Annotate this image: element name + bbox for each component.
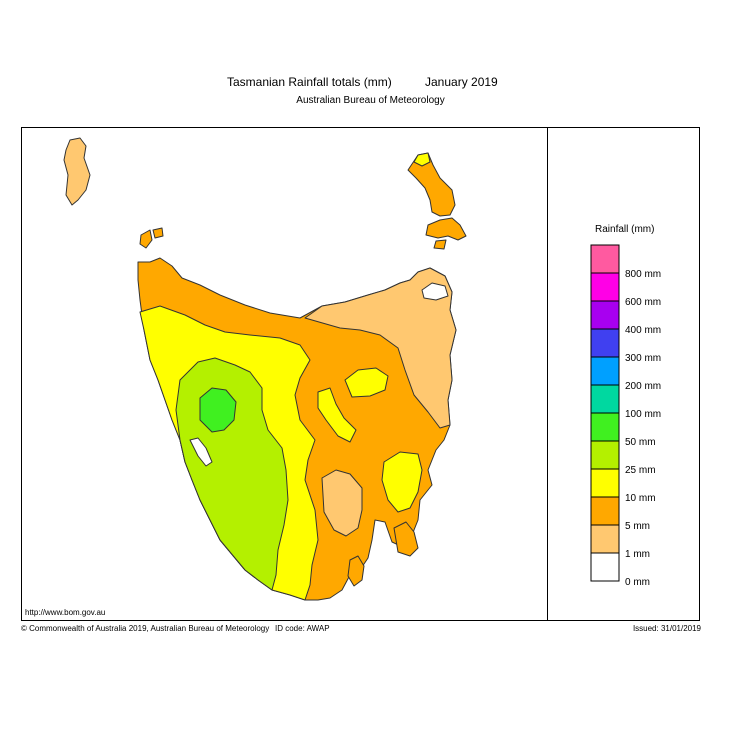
flinders-island xyxy=(407,152,456,217)
legend-label: 0 mm xyxy=(625,577,650,588)
legend-swatch-10-mm xyxy=(590,468,620,498)
legend-label: 200 mm xyxy=(625,381,661,392)
map-title: Tasmanian Rainfall totals (mm) xyxy=(227,75,392,89)
legend-label: 300 mm xyxy=(625,353,661,364)
cape-barren-island xyxy=(425,217,467,241)
legend-swatch-400-mm xyxy=(590,300,620,330)
east-coast-yellow-patch xyxy=(381,451,423,513)
map-subtitle: Australian Bureau of Meteorology xyxy=(296,95,445,106)
legend-swatch-100-mm xyxy=(590,384,620,414)
legend-swatch-0-mm xyxy=(590,552,620,582)
copyright-notice: © Commonwealth of Australia 2019, Austra… xyxy=(21,624,270,633)
id-code: ID code: AWAP xyxy=(275,624,330,633)
legend-swatch-200-mm xyxy=(590,356,620,386)
legend-label: 5 mm xyxy=(625,521,650,532)
legend-swatch-600-mm xyxy=(590,272,620,302)
central-yellow-patch xyxy=(344,367,389,398)
flinders-island-north xyxy=(413,152,431,167)
source-url: http://www.bom.gov.au xyxy=(25,608,106,617)
small-island-1 xyxy=(433,239,447,250)
legend-swatch-800-mm xyxy=(590,244,620,274)
rainfall-legend: 800 mm 600 mm 400 mm 300 mm 200 mm 100 mm 50 m… xyxy=(590,244,661,588)
legend-label: 800 mm xyxy=(625,269,661,280)
legend-swatch-5-mm xyxy=(590,496,620,526)
northeast-light-zone xyxy=(304,267,457,429)
derwent-yellow-patch xyxy=(317,387,357,443)
legend-label: 10 mm xyxy=(625,493,656,504)
legend-divider xyxy=(547,127,548,621)
king-island xyxy=(63,137,91,206)
legend-label: 50 mm xyxy=(625,437,656,448)
legend-swatch-300-mm xyxy=(590,328,620,358)
legend-label: 1 mm xyxy=(625,549,650,560)
legend-label: 600 mm xyxy=(625,297,661,308)
issued-date: Issued: 31/01/2019 xyxy=(632,624,701,633)
legend-swatch-1-mm xyxy=(590,524,620,554)
map-frame xyxy=(21,127,700,621)
hunter-island xyxy=(139,229,153,249)
legend-label: 25 mm xyxy=(625,465,656,476)
tasman-peninsula xyxy=(393,521,419,557)
northeast-dry-spot xyxy=(421,282,449,301)
legend-title: Rainfall (mm) xyxy=(595,224,655,235)
tasmania-rainfall-map xyxy=(63,137,467,601)
legend-swatch-50-mm xyxy=(590,412,620,442)
legend-label: 400 mm xyxy=(625,325,661,336)
western-50mm-core xyxy=(199,387,237,433)
southeast-light-patch xyxy=(321,469,363,537)
legend-label: 100 mm xyxy=(625,409,661,420)
map-period: January 2019 xyxy=(425,75,498,89)
legend-swatch-25-mm xyxy=(590,440,620,470)
robbins-island xyxy=(152,227,164,239)
macquarie-harbour xyxy=(189,437,213,467)
bruny-island xyxy=(347,555,365,587)
